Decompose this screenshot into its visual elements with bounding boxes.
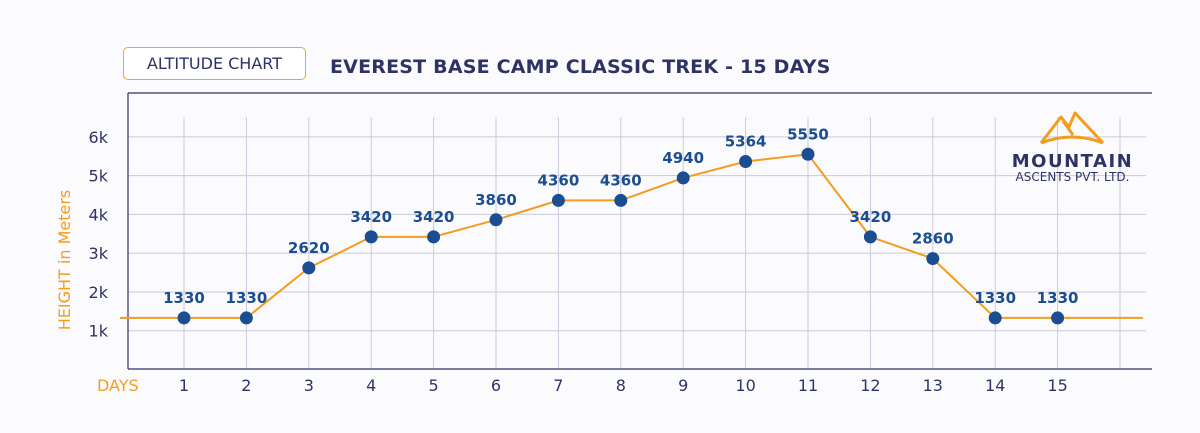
data-point — [551, 193, 565, 207]
x-tick-label: 2 — [241, 376, 251, 395]
x-tick-label: 6 — [491, 376, 501, 395]
logo-subtitle: ASCENTS PVT. LTD. — [1015, 170, 1130, 184]
data-label: 4360 — [538, 171, 580, 189]
data-point — [739, 154, 753, 168]
data-point — [614, 193, 628, 207]
mountain-logo-icon — [1039, 111, 1104, 145]
altitude-chart-badge: ALTITUDE CHART — [123, 47, 306, 80]
data-label: 1330 — [226, 289, 268, 307]
x-axis-label: DAYS — [97, 376, 139, 395]
data-label: 1330 — [1037, 289, 1079, 307]
x-tick-label: 8 — [616, 376, 626, 395]
x-tick-label: 13 — [923, 376, 943, 395]
y-tick-label: 2k — [89, 283, 109, 302]
x-tick-label: 5 — [429, 376, 439, 395]
data-point — [926, 252, 940, 266]
data-label: 2620 — [288, 239, 330, 257]
data-label: 3420 — [413, 208, 455, 226]
data-point — [801, 147, 815, 161]
data-label: 4940 — [662, 149, 704, 167]
data-point — [863, 230, 877, 244]
y-tick-label: 6k — [89, 128, 109, 147]
y-tick-label: 1k — [89, 322, 109, 341]
data-point — [489, 213, 503, 227]
chart-title: EVEREST BASE CAMP CLASSIC TREK - 15 DAYS — [330, 56, 831, 78]
data-point — [988, 311, 1002, 325]
data-label: 3420 — [850, 208, 892, 226]
data-point — [427, 230, 441, 244]
data-point — [239, 311, 253, 325]
data-label: 5550 — [787, 125, 829, 143]
data-label: 2860 — [912, 230, 954, 248]
x-tick-label: 11 — [798, 376, 818, 395]
data-point — [177, 311, 191, 325]
x-tick-label: 14 — [985, 376, 1005, 395]
data-label: 4360 — [600, 171, 642, 189]
y-tick-label: 5k — [89, 167, 109, 186]
x-tick-label: 9 — [678, 376, 688, 395]
y-tick-label: 3k — [89, 244, 109, 263]
x-tick-label: 12 — [860, 376, 880, 395]
x-tick-label: 3 — [304, 376, 314, 395]
data-label: 3860 — [475, 191, 517, 209]
x-tick-label: 1 — [179, 376, 189, 395]
y-tick-label: 4k — [89, 205, 109, 224]
data-point — [364, 230, 378, 244]
x-tick-label: 10 — [735, 376, 755, 395]
x-tick-label: 4 — [366, 376, 376, 395]
y-axis-label: HEIGHT in Meters — [55, 190, 74, 331]
data-point — [1051, 311, 1065, 325]
data-label: 5364 — [725, 132, 767, 150]
data-label: 1330 — [974, 289, 1016, 307]
data-label: 3420 — [350, 208, 392, 226]
data-label: 1330 — [163, 289, 205, 307]
x-tick-label: 7 — [553, 376, 563, 395]
data-point — [676, 171, 690, 185]
company-logo: MOUNTAIN ASCENTS PVT. LTD. — [1005, 105, 1140, 184]
logo-name: MOUNTAIN — [1011, 151, 1134, 172]
x-tick-label: 15 — [1047, 376, 1067, 395]
data-point — [302, 261, 316, 275]
